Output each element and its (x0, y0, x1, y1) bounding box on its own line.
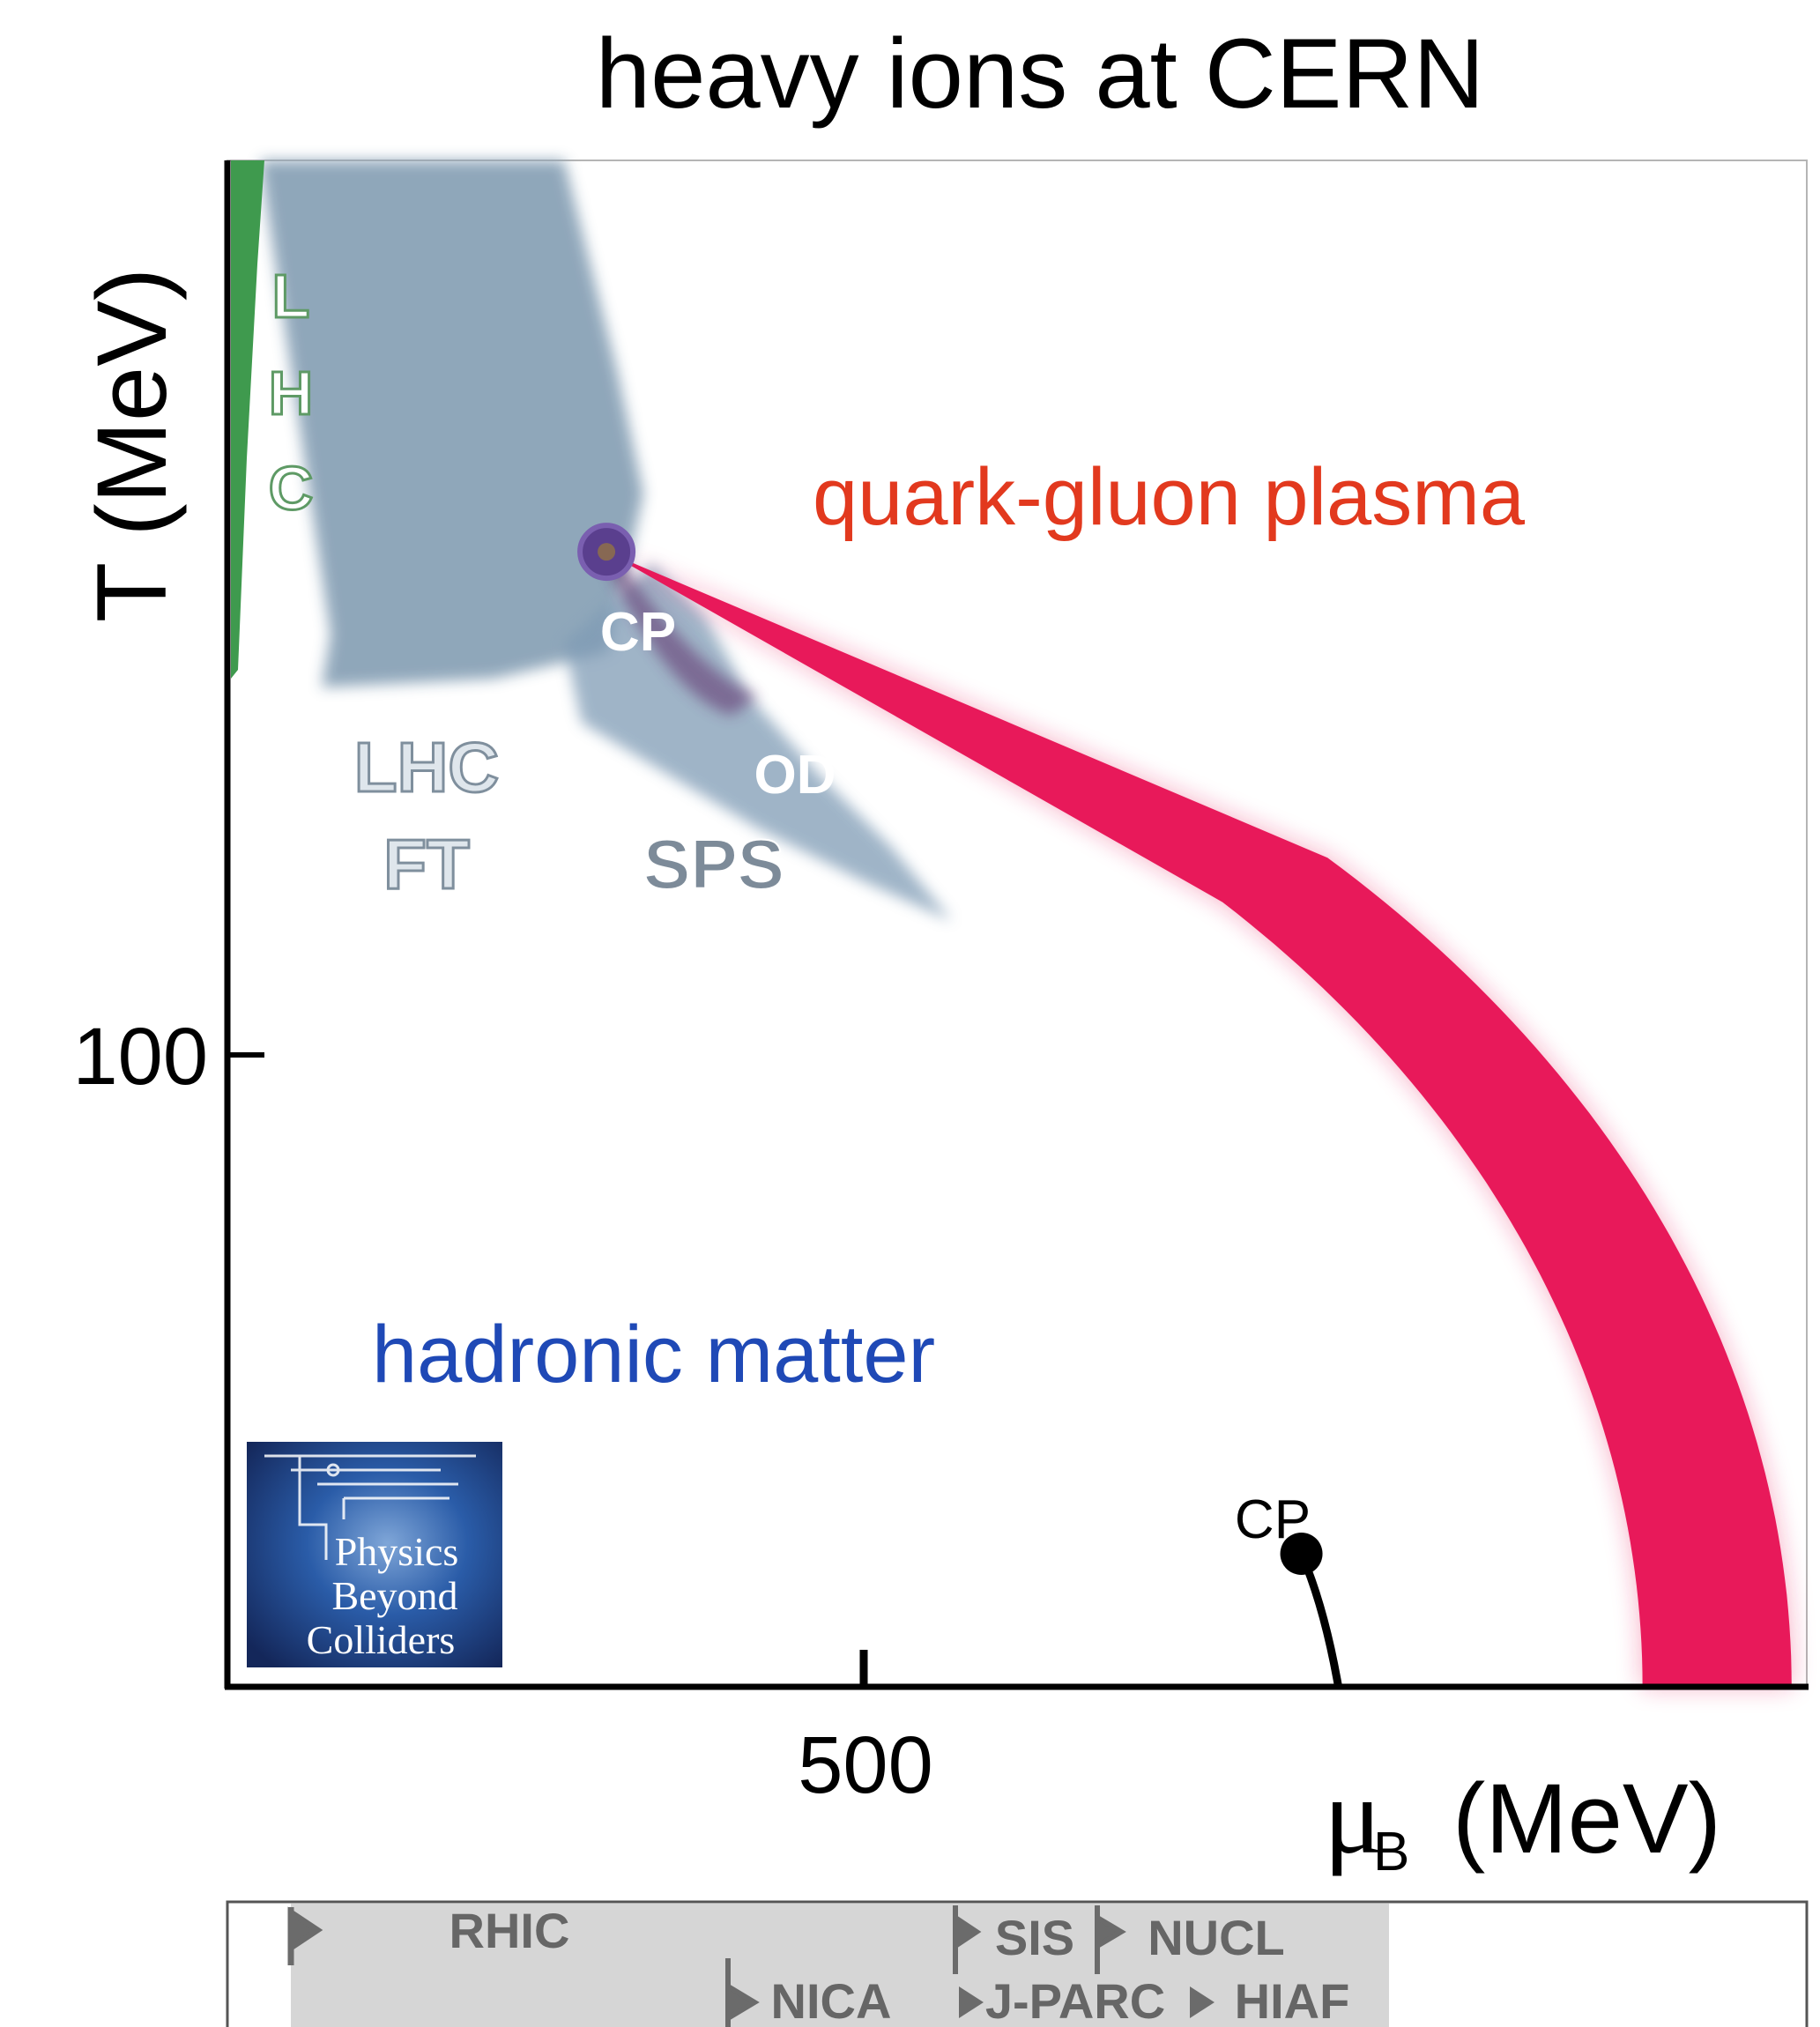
hadronic-label: hadronic matter (372, 1310, 935, 1400)
lhc-letter-c: C (269, 454, 314, 523)
pbc-logo-background (247, 1442, 502, 1667)
jparc-marker-icon (959, 1986, 984, 2018)
lhc-region (231, 160, 264, 679)
pbc-logo-line3: Colliders (307, 1617, 456, 1662)
y-axis-label: T (MeV) (77, 268, 187, 622)
cp-lower-marker (1280, 1533, 1323, 1576)
lhc-ft-region (260, 160, 643, 687)
nucl-marker-icon (1095, 1905, 1126, 1974)
x-tick-label-500: 500 (798, 1720, 933, 1810)
chart-title: heavy ions at CERN (596, 19, 1484, 129)
facility-jparc: J-PARC (985, 1973, 1165, 2027)
x-axis-label-unit: (MeV) (1452, 1763, 1721, 1874)
nica-marker-icon (725, 1958, 760, 2027)
sis-marker-icon (953, 1905, 982, 1974)
pbc-logo-line1: Physics (335, 1529, 459, 1574)
lhc-letter-h: H (269, 359, 314, 427)
crossover-band (606, 552, 1792, 1687)
facility-nica: NICA (771, 1973, 892, 2027)
x-axis-label-symbol: μ (1324, 1756, 1382, 1876)
od-label: OD (754, 745, 836, 806)
cp-overlap-shade (606, 539, 758, 716)
x-axis-label-subscript: B (1373, 1822, 1409, 1882)
rhic-marker-icon (287, 1906, 323, 1965)
lhc-ft-label-line1: LHC (354, 728, 499, 806)
facility-sis: SIS (995, 1910, 1074, 1965)
pbc-logo: Physics Beyond Colliders (247, 1442, 502, 1667)
qgp-label: quark-gluon plasma (813, 452, 1526, 542)
y-tick-label-100: 100 (73, 1012, 209, 1102)
circuit-lines-icon (264, 1454, 476, 1560)
region-layer (231, 160, 1792, 1687)
lhc-letter-l: L (272, 262, 310, 330)
x-axis-label: μ B (MeV) (1324, 1756, 1721, 1882)
crossover-band-glow (606, 552, 1792, 1687)
facility-rhic: RHIC (449, 1903, 570, 1958)
facility-nucl: NUCL (1148, 1910, 1285, 1965)
lhc-ft-label-line2: FT (383, 825, 470, 903)
sps-label: SPS (643, 825, 784, 903)
facility-hiaf: HIAF (1235, 1973, 1350, 2027)
cp-upper-label: CP (600, 602, 676, 663)
cp-upper-core (598, 543, 616, 561)
facilities-panel: RHIC SIS NUCL NICA J-PARC HIAF (226, 1900, 1809, 2027)
hiaf-marker-icon (1190, 1986, 1215, 2018)
facility-markers (287, 1905, 1215, 2027)
pbc-logo-line2: Beyond (331, 1573, 457, 1618)
